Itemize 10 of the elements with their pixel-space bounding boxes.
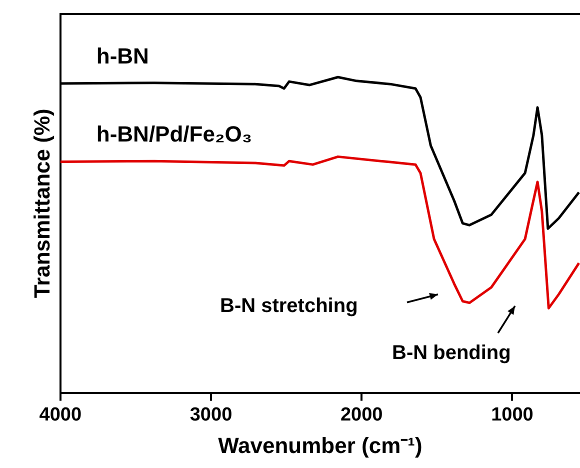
x-tick-label: 1000 (491, 404, 534, 426)
annotation: B-N bending (392, 342, 511, 364)
annotation: B-N stretching (220, 295, 358, 317)
x-tick-label: 4000 (39, 404, 82, 426)
series-label: h-BN/Pd/Fe₂O₃ (96, 122, 252, 147)
x-tick-label: 2000 (340, 404, 383, 426)
x-tick-label: 3000 (190, 404, 232, 426)
series-label: h-BN (96, 43, 149, 68)
y-axis-title: Transmittance (%) (29, 108, 54, 298)
x-axis-title: Wavenumber (cm⁻¹) (218, 432, 422, 458)
